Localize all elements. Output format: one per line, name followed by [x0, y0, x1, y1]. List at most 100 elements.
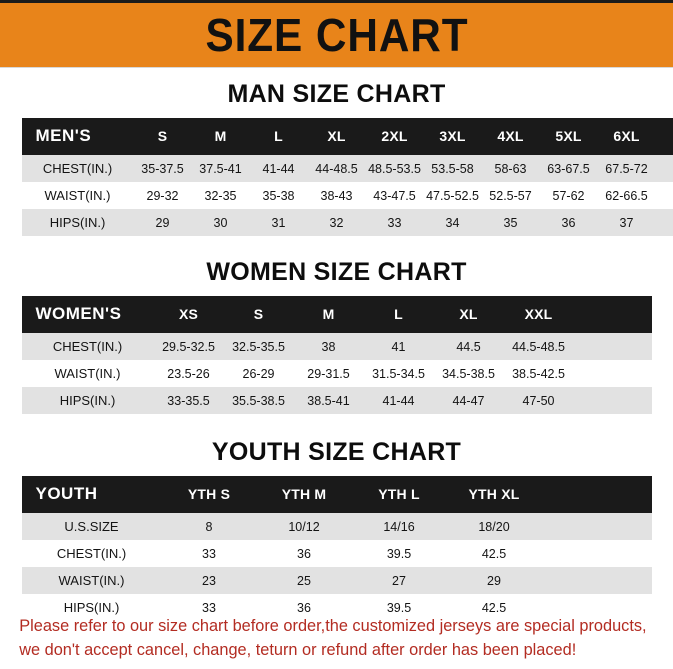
youth-cell-0-3: 18/20 [446, 513, 542, 540]
youth-cell-0-1: 10/12 [256, 513, 352, 540]
man-cell-0-3: 44-48.5 [307, 155, 366, 182]
women-cell-1-4: 34.5-38.5 [433, 360, 504, 387]
women-table-head: WOMEN'S XS S M L XL XXL [21, 296, 652, 333]
youth-cell-0-2: 14/16 [351, 513, 447, 540]
youth-col-header-3: YTH XL [446, 476, 542, 513]
man-cell-2-4: 33 [365, 209, 424, 236]
women-cell-0-1: 32.5-35.5 [223, 333, 294, 360]
youth-cell-3-filler [541, 594, 652, 621]
man-cell-1-0: 29-32 [133, 182, 192, 209]
man-row-label-0: CHEST(IN.) [21, 155, 134, 182]
man-table-header-row: MEN'S S M L XL 2XL 3XL 4XL 5XL 6XL [21, 118, 673, 155]
table-row: U.S.SIZE 8 10/12 14/16 18/20 [21, 513, 652, 540]
women-col-header-0: XS [153, 296, 224, 333]
women-cell-2-5: 47-50 [503, 387, 574, 414]
women-cell-1-filler [573, 360, 652, 387]
youth-table-head: YOUTH YTH S YTH M YTH L YTH XL [21, 476, 652, 513]
women-cell-0-2: 38 [293, 333, 364, 360]
man-cell-0-1: 37.5-41 [191, 155, 250, 182]
youth-cell-2-2: 27 [351, 567, 447, 594]
women-size-table: WOMEN'S XS S M L XL XXL CHEST(IN.) 29.5-… [21, 296, 652, 414]
youth-cell-1-filler [541, 540, 652, 567]
women-col-header-filler [573, 296, 652, 333]
man-cell-2-1: 30 [191, 209, 250, 236]
man-cell-2-3: 32 [307, 209, 366, 236]
table-row: HIPS(IN.) 29 30 31 32 33 34 35 36 37 [21, 209, 673, 236]
man-cell-2-8: 37 [597, 209, 656, 236]
youth-cell-1-3: 42.5 [446, 540, 542, 567]
women-col-header-4: XL [433, 296, 504, 333]
women-col-header-3: L [363, 296, 434, 333]
youth-col-header-0: YTH S [161, 476, 257, 513]
man-cell-2-0: 29 [133, 209, 192, 236]
man-cell-0-6: 58-63 [481, 155, 540, 182]
women-row-label-2: HIPS(IN.) [21, 387, 154, 414]
footer-line-2: we don't accept cancel, change, teturn o… [19, 641, 577, 660]
man-cell-1-6: 52.5-57 [481, 182, 540, 209]
table-row: WAIST(IN.) 23.5-26 26-29 29-31.5 31.5-34… [21, 360, 652, 387]
youth-row-label-0: U.S.SIZE [21, 513, 162, 540]
man-col-header-3: XL [307, 118, 366, 155]
women-header-label: WOMEN'S [21, 296, 154, 333]
table-row: CHEST(IN.) 33 36 39.5 42.5 [21, 540, 652, 567]
man-cell-0-filler [655, 155, 673, 182]
women-cell-2-4: 44-47 [433, 387, 504, 414]
youth-section-title: YOUTH SIZE CHART [211, 438, 462, 466]
women-cell-1-5: 38.5-42.5 [503, 360, 574, 387]
women-col-header-5: XXL [503, 296, 574, 333]
youth-cell-2-1: 25 [256, 567, 352, 594]
youth-col-header-filler [541, 476, 652, 513]
man-cell-0-2: 41-44 [249, 155, 308, 182]
women-cell-2-filler [573, 387, 652, 414]
women-cell-1-1: 26-29 [223, 360, 294, 387]
women-cell-0-4: 44.5 [433, 333, 504, 360]
youth-header-label: YOUTH [21, 476, 162, 513]
women-cell-0-0: 29.5-32.5 [153, 333, 224, 360]
table-row: HIPS(IN.) 33 36 39.5 42.5 [21, 594, 652, 621]
man-cell-1-4: 43-47.5 [365, 182, 424, 209]
man-table-body: CHEST(IN.) 35-37.5 37.5-41 41-44 44-48.5… [21, 155, 673, 236]
women-cell-2-2: 38.5-41 [293, 387, 364, 414]
women-cell-1-2: 29-31.5 [293, 360, 364, 387]
man-cell-0-7: 63-67.5 [539, 155, 598, 182]
man-cell-0-5: 53.5-58 [423, 155, 482, 182]
youth-cell-0-0: 8 [161, 513, 257, 540]
man-col-header-7: 5XL [539, 118, 598, 155]
table-row: CHEST(IN.) 35-37.5 37.5-41 41-44 44-48.5… [21, 155, 673, 182]
youth-cell-3-2: 39.5 [351, 594, 447, 621]
footer-disclaimer: Please refer to our size chart before or… [3, 615, 669, 663]
footer-line-1: Please refer to our size chart before or… [19, 617, 647, 636]
youth-cell-0-filler [541, 513, 652, 540]
man-header-label: MEN'S [21, 118, 134, 155]
women-cell-1-0: 23.5-26 [153, 360, 224, 387]
table-row: CHEST(IN.) 29.5-32.5 32.5-35.5 38 41 44.… [21, 333, 652, 360]
women-cell-1-3: 31.5-34.5 [363, 360, 434, 387]
man-cell-2-5: 34 [423, 209, 482, 236]
women-cell-0-filler [573, 333, 652, 360]
man-row-label-1: WAIST(IN.) [21, 182, 134, 209]
man-cell-1-filler [655, 182, 673, 209]
youth-cell-2-0: 23 [161, 567, 257, 594]
page-title: SIZE CHART [204, 9, 469, 61]
man-section-title: MAN SIZE CHART [227, 80, 446, 108]
man-size-table: MEN'S S M L XL 2XL 3XL 4XL 5XL 6XL CHEST… [21, 118, 673, 236]
man-cell-0-4: 48.5-53.5 [365, 155, 424, 182]
youth-col-header-1: YTH M [256, 476, 352, 513]
women-row-label-0: CHEST(IN.) [21, 333, 154, 360]
women-cell-0-5: 44.5-48.5 [503, 333, 574, 360]
man-cell-0-8: 67.5-72 [597, 155, 656, 182]
man-cell-1-3: 38-43 [307, 182, 366, 209]
youth-row-label-3: HIPS(IN.) [21, 594, 162, 621]
man-col-header-8: 6XL [597, 118, 656, 155]
women-cell-2-1: 35.5-38.5 [223, 387, 294, 414]
man-col-header-5: 3XL [423, 118, 482, 155]
man-cell-1-8: 62-66.5 [597, 182, 656, 209]
women-cell-0-3: 41 [363, 333, 434, 360]
youth-cell-1-1: 36 [256, 540, 352, 567]
youth-cell-3-0: 33 [161, 594, 257, 621]
women-row-label-1: WAIST(IN.) [21, 360, 154, 387]
man-cell-1-7: 57-62 [539, 182, 598, 209]
youth-cell-2-filler [541, 567, 652, 594]
man-cell-2-7: 36 [539, 209, 598, 236]
man-cell-2-2: 31 [249, 209, 308, 236]
